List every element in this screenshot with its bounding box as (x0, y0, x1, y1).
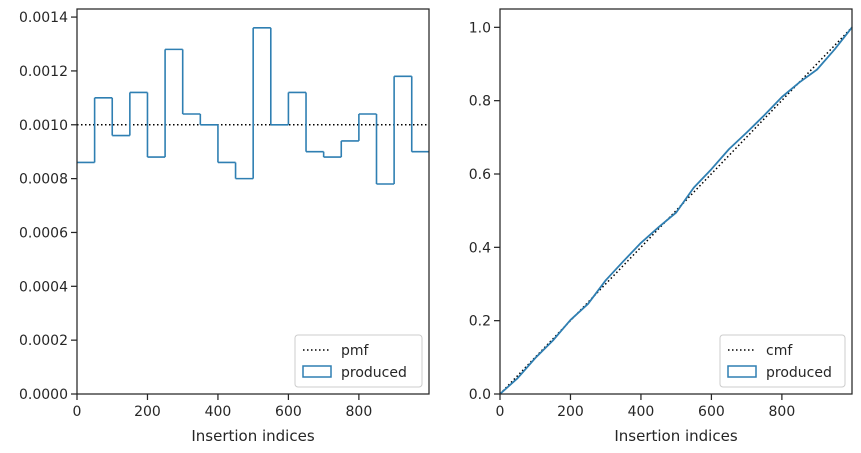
cumulative-point (675, 211, 677, 214)
legend-swatch-produced (727, 365, 757, 378)
histogram-series (77, 27, 429, 185)
legend-0: pmf produced (294, 334, 423, 388)
legend-1: cmf produced (719, 334, 846, 388)
plot-frame-0 (76, 8, 430, 395)
cumulative-point (746, 131, 748, 134)
x-tick-label: 600 (275, 404, 302, 420)
cumulative-point (816, 68, 818, 71)
y-tick-label: 0.0012 (19, 64, 68, 80)
y-tick-label: 0.0 (469, 387, 491, 403)
cumulative-point (763, 114, 765, 116)
cumulative-point (622, 260, 624, 262)
legend-label-produced: produced (766, 365, 832, 381)
x-tick-label: 600 (698, 404, 725, 420)
cumulative-point (798, 81, 801, 83)
cumulative-point (640, 242, 642, 244)
y-tick-label: 0.8 (469, 94, 491, 110)
x-tick-label: 400 (628, 404, 655, 420)
x-tick-label: 200 (557, 404, 584, 420)
x-tick-label: 800 (346, 404, 373, 420)
cumulative-point (657, 226, 660, 228)
y-tick-label: 0.0014 (19, 10, 68, 26)
legend-swatch-produced (302, 365, 332, 378)
y-tick-label: 0.0000 (19, 387, 68, 403)
x-tick-label: 800 (769, 404, 796, 420)
cumulative-point (587, 303, 589, 305)
legend-label-reference: cmf (766, 343, 793, 359)
x-axis-label: Insertion indices (614, 427, 737, 445)
y-tick-label: 0.0004 (19, 279, 68, 295)
legend-label-produced: produced (341, 365, 407, 381)
x-axis-label: Insertion indices (191, 427, 314, 445)
plot-frame-1 (499, 8, 853, 395)
x-tick-label: 0 (73, 404, 82, 420)
cumulative-point (605, 279, 607, 281)
legend-box (719, 334, 846, 388)
legend-box (294, 334, 423, 388)
cumulative-point (569, 319, 572, 321)
cumulative-point (728, 148, 730, 150)
cumulative-point (710, 168, 713, 170)
y-tick-label: 0.2 (469, 314, 491, 330)
cumulative-point (693, 186, 695, 189)
x-tick-label: 400 (205, 404, 232, 420)
cumulative-point (517, 377, 519, 379)
x-tick-label: 0 (496, 404, 505, 420)
cumulative-point (781, 96, 783, 98)
cumulative-point (834, 48, 836, 50)
x-tick-label: 200 (134, 404, 161, 420)
y-tick-label: 0.6 (469, 167, 491, 183)
y-tick-label: 0.0008 (19, 172, 68, 188)
y-tick-label: 0.0006 (19, 225, 68, 241)
y-tick-label: 0.4 (469, 240, 491, 256)
y-tick-label: 1.0 (469, 20, 491, 36)
cumulative-point (552, 339, 554, 342)
y-tick-label: 0.0010 (19, 118, 68, 134)
legend-label-reference: pmf (341, 343, 370, 359)
cumulative-point (534, 357, 536, 359)
y-tick-label: 0.0002 (19, 333, 68, 349)
